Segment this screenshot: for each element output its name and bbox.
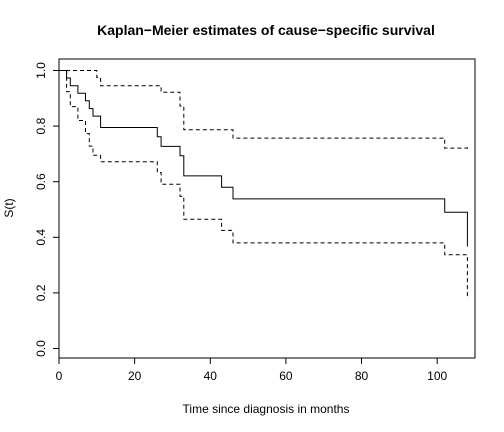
series-layer <box>59 70 468 297</box>
x-axis: 0 20 40 60 80 100 <box>56 358 448 383</box>
chart-title: Kaplan−Meier estimates of cause−specific… <box>97 22 435 38</box>
confidence-band-line <box>59 70 468 149</box>
y-tick-label: 1.0 <box>34 62 48 79</box>
x-tick-label: 60 <box>279 369 293 383</box>
plot-frame <box>58 58 476 359</box>
y-tick-label: 0.2 <box>34 284 48 301</box>
x-axis-label: Time since diagnosis in months <box>183 402 350 416</box>
y-tick-label: 0.4 <box>34 229 48 246</box>
y-tick-label: 0.8 <box>34 117 48 134</box>
survival-estimate-line <box>59 70 468 247</box>
y-axis: 0.0 0.2 0.4 0.6 0.8 1.0 <box>34 62 59 357</box>
x-tick-label: 40 <box>204 369 218 383</box>
y-axis-label: S(t) <box>2 198 16 217</box>
confidence-band-line <box>59 70 468 297</box>
x-tick-label: 0 <box>56 369 63 383</box>
y-tick-label: 0.0 <box>34 340 48 357</box>
x-tick-label: 80 <box>355 369 369 383</box>
x-tick-label: 20 <box>128 369 142 383</box>
y-tick-label: 0.6 <box>34 173 48 190</box>
x-tick-label: 100 <box>427 369 447 383</box>
